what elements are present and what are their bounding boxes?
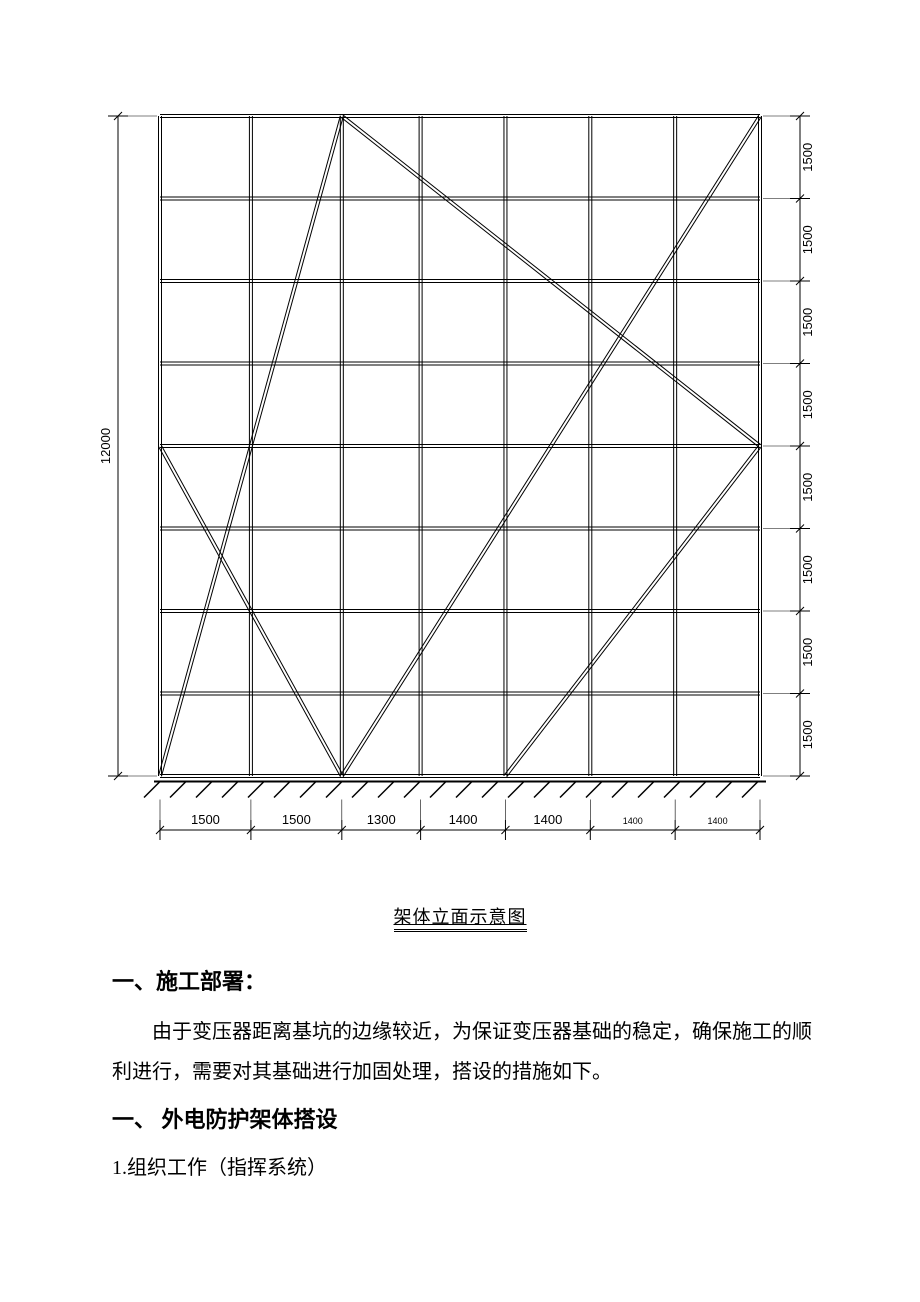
svg-text:1500: 1500: [800, 143, 815, 172]
svg-text:1500: 1500: [800, 225, 815, 254]
page: 1500 1500 1300 1400 1400 1400 1400 1500 1500 1500…: [0, 0, 920, 1302]
svg-text:1500: 1500: [282, 812, 311, 827]
diagram-caption: 架体立面示意图: [100, 903, 820, 929]
svg-text:1400: 1400: [449, 812, 478, 827]
section-2-heading: 一、 外电防护架体搭设: [112, 1098, 812, 1142]
document-body: 一、施工部署： 由于变压器距离基坑的边缘较近，为保证变压器基础的稳定，确保施工的…: [112, 960, 812, 1188]
svg-text:1500: 1500: [800, 720, 815, 749]
elevation-diagram: 1500 1500 1300 1400 1400 1400 1400 1500 1500 1500…: [100, 110, 820, 880]
svg-text:1500: 1500: [800, 473, 815, 502]
diagram-title: 架体立面示意图: [394, 907, 527, 932]
section-2-sub-1: 1.组织工作（指挥系统）: [112, 1148, 812, 1188]
svg-text:1300: 1300: [367, 812, 396, 827]
section-1-heading: 一、施工部署：: [112, 960, 812, 1004]
svg-text:12000: 12000: [100, 428, 113, 464]
svg-text:1500: 1500: [800, 638, 815, 667]
section-1-paragraph: 由于变压器距离基坑的边缘较近，为保证变压器基础的稳定，确保施工的顺利进行，需要对…: [112, 1012, 812, 1092]
svg-text:1500: 1500: [800, 308, 815, 337]
diagram-container: 1500 1500 1300 1400 1400 1400 1400 1500 1500 1500…: [100, 110, 820, 929]
svg-text:1500: 1500: [800, 555, 815, 584]
svg-text:1400: 1400: [533, 812, 562, 827]
svg-text:1400: 1400: [708, 816, 728, 826]
svg-text:1400: 1400: [623, 816, 643, 826]
svg-text:1500: 1500: [191, 812, 220, 827]
svg-text:1500: 1500: [800, 390, 815, 419]
